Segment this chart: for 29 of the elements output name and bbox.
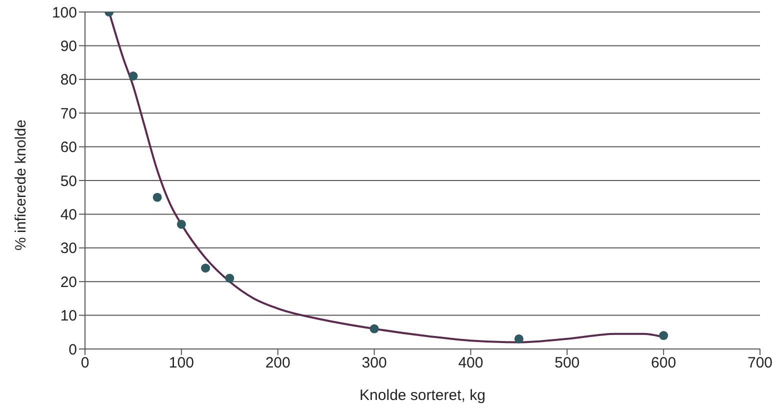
point <box>514 334 524 344</box>
y-tick-label: 10 <box>60 308 77 325</box>
y-tick-label: 0 <box>68 341 77 358</box>
point <box>128 72 138 81</box>
x-tick-label: 200 <box>265 354 290 372</box>
point <box>659 331 668 340</box>
x-tick-label: 600 <box>651 354 676 372</box>
y-tick-label: 60 <box>60 139 77 156</box>
y-tick-label: 80 <box>60 72 77 89</box>
point <box>225 274 234 283</box>
y-tick-label: 70 <box>60 105 77 122</box>
y-tick-label: 100 <box>52 4 77 22</box>
x-tick-label: 0 <box>80 354 90 372</box>
y-tick-label: 20 <box>60 274 77 291</box>
point <box>201 264 210 273</box>
x-tick-label: 400 <box>458 354 484 372</box>
x-tick-label: 500 <box>554 354 580 372</box>
x-tick-label: 100 <box>168 354 194 372</box>
y-tick-label: 30 <box>60 240 77 258</box>
point <box>370 324 379 334</box>
point <box>176 220 186 229</box>
y-tick-label: 50 <box>60 172 77 190</box>
x-tick-label: 300 <box>362 354 387 372</box>
y-tick-label: 40 <box>60 206 77 224</box>
x-tick-label: 700 <box>747 354 773 372</box>
point <box>152 192 162 202</box>
y-axis-title: % inficerede knolde <box>12 120 30 250</box>
x-axis-title: Knolde sorteret, kg <box>360 387 486 404</box>
y-tick-label: 90 <box>60 38 77 56</box>
